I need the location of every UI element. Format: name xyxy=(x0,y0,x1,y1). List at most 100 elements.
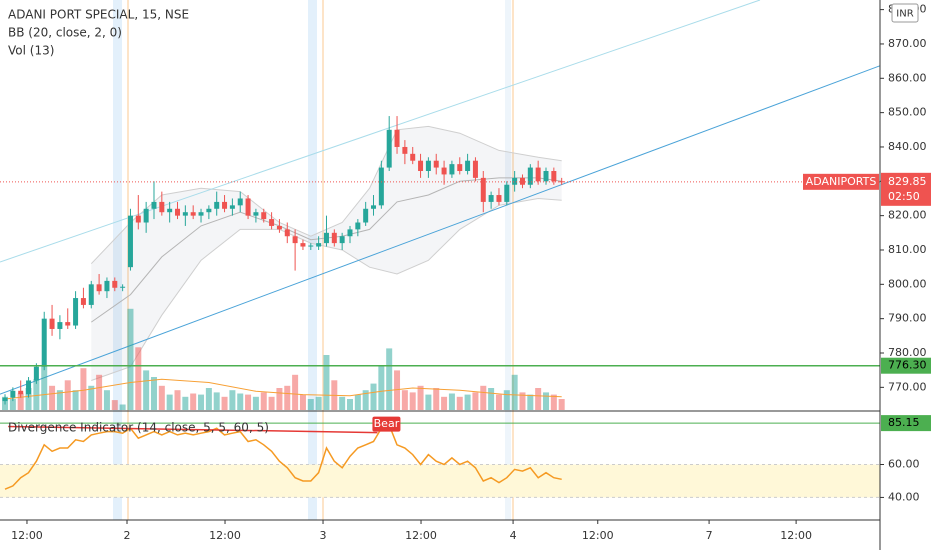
volume-bar xyxy=(237,393,244,410)
volume-bar xyxy=(527,394,534,410)
level-label: 776.30 xyxy=(888,359,927,372)
y-tick-label: 870.00 xyxy=(888,37,927,50)
candle-body xyxy=(472,160,478,178)
volume-bar xyxy=(260,392,267,410)
level-badge xyxy=(881,357,931,374)
symbol-label: ADANIPORTS xyxy=(806,175,877,188)
candle-body xyxy=(104,280,110,292)
candle-body xyxy=(355,222,361,230)
candle-body xyxy=(394,129,400,147)
candle-body xyxy=(308,245,314,247)
candle-body xyxy=(410,153,416,161)
candle-body xyxy=(253,212,259,216)
volume-bar xyxy=(88,385,95,410)
candle-body xyxy=(206,208,212,213)
volume-bar xyxy=(182,396,189,410)
candle-body xyxy=(316,243,322,247)
candle-body xyxy=(143,208,149,223)
candle-body xyxy=(33,366,39,381)
legend-bb: BB (20, close, 2, 0) xyxy=(8,26,122,40)
candle-body xyxy=(519,177,525,185)
candle-body xyxy=(73,298,79,326)
volume-bar xyxy=(158,385,165,410)
volume-bar xyxy=(354,394,361,410)
volume-bar xyxy=(103,390,110,410)
volume-bar xyxy=(221,396,228,410)
bb-upper xyxy=(90,125,562,265)
candle-body xyxy=(323,232,329,244)
volume-bar xyxy=(229,390,236,410)
volume-bar xyxy=(127,308,134,410)
volume-bar xyxy=(72,390,79,410)
candle-body xyxy=(449,164,455,175)
volume-bar xyxy=(550,394,557,410)
volume-bar xyxy=(425,394,432,410)
volume-bar xyxy=(245,394,252,410)
candle-body xyxy=(65,322,71,326)
candle-body xyxy=(457,164,463,172)
indicator-level-label: 85.15 xyxy=(888,416,920,429)
candle-body xyxy=(167,208,173,213)
candle-body xyxy=(488,195,494,202)
candle-body xyxy=(127,215,133,268)
candle-body xyxy=(120,286,126,288)
session-marker xyxy=(505,0,511,520)
volume-bar xyxy=(401,390,408,410)
volume-bar xyxy=(56,390,63,410)
volume-bar xyxy=(190,393,197,410)
volume-bar xyxy=(362,390,369,410)
symbol-badge xyxy=(803,173,879,190)
trend-line xyxy=(0,0,761,263)
candle-body xyxy=(214,201,220,209)
candle-body xyxy=(88,284,94,305)
candle-body xyxy=(331,232,337,244)
y-tick-label: 800.00 xyxy=(888,277,927,290)
candle-body xyxy=(480,177,486,202)
volume-bar xyxy=(558,399,565,410)
volume-bar xyxy=(174,390,181,410)
candle-body xyxy=(527,167,533,185)
candle-body xyxy=(190,212,196,216)
volume-bar xyxy=(25,388,32,410)
volume-bar xyxy=(111,400,118,410)
volume-ma xyxy=(4,378,562,400)
candle-body xyxy=(347,229,353,237)
volume-bar xyxy=(495,394,502,410)
candle-body xyxy=(135,215,141,223)
volume-bar xyxy=(80,368,87,410)
candle-body xyxy=(10,390,16,398)
y-tick-label: 60.00 xyxy=(888,458,920,471)
candle-body xyxy=(363,208,369,223)
candle-body xyxy=(159,201,165,213)
indicator-title: Divergence Indicator (14, close, 5, 5, 6… xyxy=(8,421,269,435)
candle-body xyxy=(175,208,181,216)
legend-vol: Vol (13) xyxy=(8,44,54,58)
bb-fill xyxy=(91,126,562,381)
volume-bar xyxy=(307,399,314,410)
y-tick-label: 840.00 xyxy=(888,140,927,153)
volume-bar xyxy=(346,399,353,410)
candle-body xyxy=(371,205,377,209)
candle-body xyxy=(18,390,24,395)
main-pane xyxy=(0,0,880,410)
candle-body xyxy=(2,397,8,402)
countdown-label: 02:50 xyxy=(888,190,920,203)
y-tick-label: 850.00 xyxy=(888,106,927,119)
candle-body xyxy=(339,236,345,244)
candle-body xyxy=(535,167,541,182)
session-marker xyxy=(308,0,317,520)
session-marker xyxy=(512,0,514,520)
volume-bar xyxy=(198,394,205,410)
volume-bar xyxy=(276,388,283,410)
volume-bar xyxy=(143,370,150,410)
volume-bar xyxy=(292,374,299,410)
volume-bar xyxy=(284,385,291,410)
divergence-line xyxy=(8,425,378,434)
x-tick-label: 2 xyxy=(124,529,131,542)
candle-body xyxy=(496,195,502,202)
candle-body xyxy=(433,160,439,168)
volume-bar xyxy=(519,392,526,410)
currency-badge xyxy=(891,3,919,23)
volume-bar xyxy=(370,383,377,410)
